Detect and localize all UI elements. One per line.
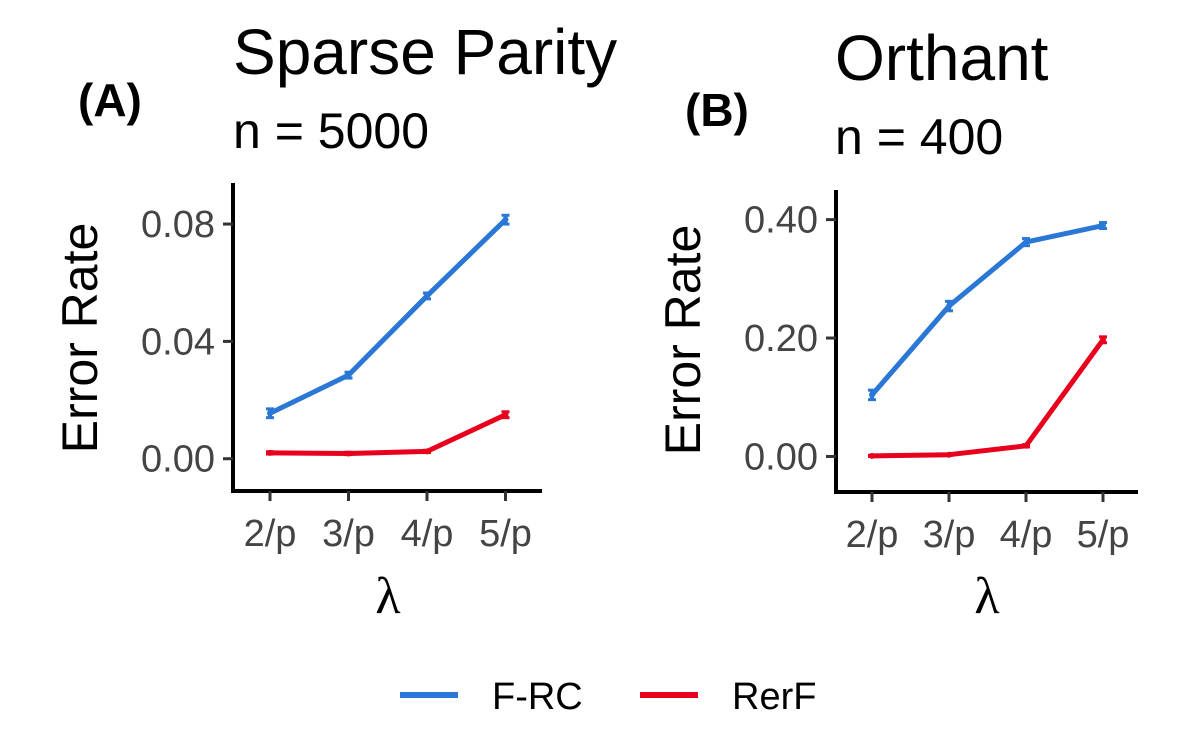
panel-a-series-rerf — [269, 412, 507, 456]
panel-b-xtick-label: 3/p — [923, 514, 976, 556]
panel-b-title: Orthant — [835, 22, 1049, 94]
panel-b-ytick-label: 0.20 — [744, 318, 818, 360]
panel-b-xlabel: λ — [974, 568, 999, 625]
panel-b-ytick-label: 0.00 — [744, 436, 818, 478]
panel-a-xtick-label: 4/p — [401, 513, 454, 555]
panel-b-marks: 0.00 0.20 0.40 2/p 3/p 4/p 5/p — [744, 190, 1138, 556]
panel-a-ytick-label: 0.08 — [141, 204, 215, 246]
panel-b-subtitle: n = 400 — [835, 109, 1003, 165]
panel-a-ylabel: Error Rate — [52, 223, 108, 454]
panel-a-point-rerf — [502, 411, 509, 418]
panel-b-ylabel: Error Rate — [655, 225, 711, 456]
panel-b-point-f-rc — [1100, 222, 1106, 229]
panel-a: (A) Sparse Parity n = 5000 Error Rate λ … — [52, 16, 617, 625]
panel-a-point-f-rc — [502, 216, 509, 223]
panel-b-letter: (B) — [685, 84, 749, 136]
panel-b-xtick-label: 4/p — [1000, 514, 1053, 556]
panel-b-point-f-rc — [946, 303, 952, 310]
legend-label-rerf: RerF — [732, 676, 816, 718]
panel-a-xtick-label: 2/p — [244, 513, 297, 555]
panel-b-series-rerf — [871, 338, 1106, 459]
panel-a-point-f-rc — [424, 292, 430, 299]
panel-a-marks: 0.00 0.04 0.08 2/p 3/p 4/p 5/p — [141, 183, 542, 555]
panel-a-title: Sparse Parity — [233, 16, 617, 88]
panel-a-xlabel: λ — [375, 568, 400, 625]
panel-a-point-f-rc — [345, 372, 352, 379]
panel-a-point-f-rc — [267, 410, 273, 417]
panel-a-letter: (A) — [78, 74, 142, 126]
panel-b-point-rerf — [869, 452, 875, 459]
panel-a-xtick-label: 5/p — [479, 513, 532, 555]
panel-a-subtitle: n = 5000 — [233, 103, 429, 159]
panel-a-series-f-rc — [268, 217, 508, 416]
panel-a-ytick-label: 0.04 — [141, 321, 215, 363]
panel-a-point-rerf — [345, 450, 352, 457]
panel-a-xtick-label: 3/p — [322, 513, 375, 555]
panel-b: (B) Orthant n = 400 Error Rate λ 0.00 0.2… — [655, 22, 1138, 625]
panel-a-point-rerf — [267, 449, 273, 456]
panel-b-point-rerf — [946, 451, 952, 458]
legend: F-RC RerF — [400, 676, 816, 718]
panel-b-point-f-rc — [1023, 239, 1029, 246]
panel-b-xtick-label: 2/p — [846, 514, 899, 556]
panel-a-ytick-label: 0.00 — [141, 439, 215, 481]
panel-b-point-f-rc — [869, 391, 875, 398]
legend-label-f-rc: F-RC — [492, 676, 583, 718]
panel-b-ytick-label: 0.40 — [744, 200, 818, 242]
panel-b-xtick-label: 5/p — [1077, 514, 1130, 556]
panel-b-point-rerf — [1023, 442, 1029, 449]
panel-b-point-rerf — [1100, 336, 1106, 343]
panel-b-series-f-rc — [870, 223, 1104, 397]
panel-a-point-rerf — [424, 448, 430, 455]
